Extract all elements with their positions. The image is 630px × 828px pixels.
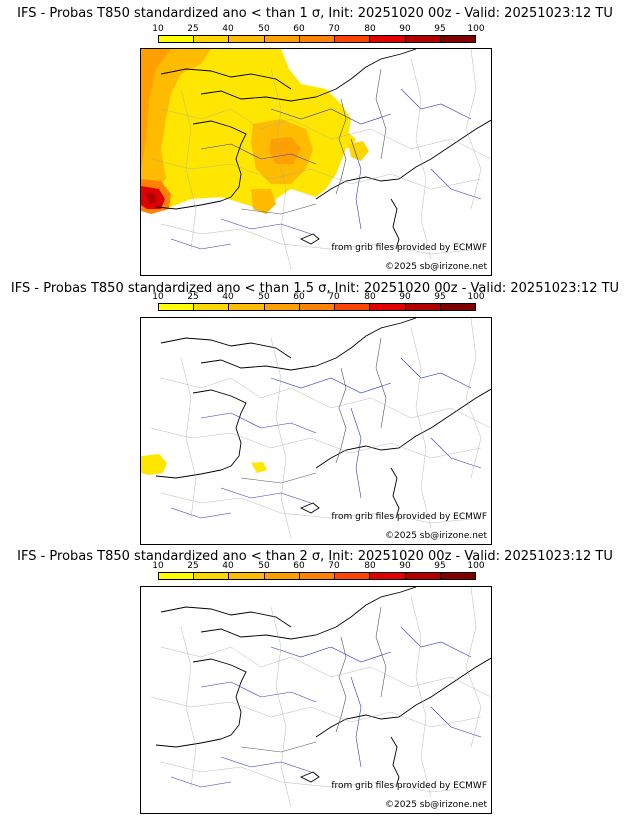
colorbar-swatch — [370, 304, 406, 310]
colorbar-swatch — [264, 304, 300, 310]
colorbar-swatch — [440, 36, 475, 42]
colorbar-swatch — [405, 304, 441, 310]
colorbar-swatch — [159, 573, 195, 579]
panel-3-copyright: ©2025 sb@irizone.net — [385, 800, 487, 810]
legend-tick: 60 — [293, 561, 305, 571]
colorbar-swatch — [405, 573, 441, 579]
panel-2-legend-labels: 10 25 40 50 60 70 80 90 95 100 — [152, 292, 484, 302]
country-borders — [240, 68, 387, 215]
legend-tick: 70 — [328, 561, 340, 571]
colorbar-swatch — [335, 573, 371, 579]
panel-2-map: from grib files provided by ECMWF ©2025 … — [140, 317, 492, 545]
country-borders — [240, 606, 387, 753]
rivers — [170, 626, 482, 788]
panel-1-map-svg — [141, 49, 491, 270]
legend-tick: 25 — [187, 561, 199, 571]
legend-tick: 100 — [467, 292, 485, 302]
legend-tick: 90 — [399, 292, 411, 302]
panel-3-map-svg — [150, 587, 491, 808]
colorbar-swatch — [229, 304, 265, 310]
panel-1-copyright: ©2025 sb@irizone.net — [385, 262, 487, 272]
panel-3-colorbar — [158, 572, 476, 580]
legend-tick: 70 — [328, 292, 340, 302]
colorbar-swatch — [159, 36, 195, 42]
colorbar-swatch — [159, 304, 195, 310]
legend-tick: 60 — [293, 292, 305, 302]
colorbar-swatch — [229, 36, 265, 42]
coastlines — [155, 587, 491, 788]
panel-2-copyright: ©2025 sb@irizone.net — [385, 531, 487, 541]
coastlines — [155, 49, 491, 250]
rivers — [170, 88, 482, 250]
panel-3-legend-labels: 10 25 40 50 60 70 80 90 95 100 — [152, 561, 484, 571]
admin-borders — [150, 49, 491, 270]
legend-tick: 70 — [328, 24, 340, 34]
colorbar-swatch — [335, 304, 371, 310]
colorbar-swatch — [264, 36, 300, 42]
probability-field — [141, 454, 267, 475]
colorbar-swatch — [440, 573, 475, 579]
legend-tick: 10 — [152, 561, 164, 571]
panel-2-title: IFS - Probas T850 standardized ano < tha… — [10, 281, 620, 296]
colorbar-swatch — [229, 573, 265, 579]
panel-1-title: IFS - Probas T850 standardized ano < tha… — [17, 6, 613, 21]
panel-2-colorbar — [158, 303, 476, 311]
legend-tick: 100 — [467, 561, 485, 571]
rivers — [170, 357, 482, 519]
panel-3-map: from grib files provided by ECMWF ©2025 … — [140, 586, 492, 814]
colorbar-swatch — [299, 304, 336, 310]
legend-tick: 25 — [187, 24, 199, 34]
legend-tick: 50 — [258, 24, 270, 34]
colorbar-swatch — [370, 573, 406, 579]
legend-tick: 80 — [364, 24, 376, 34]
colorbar-swatch — [405, 36, 441, 42]
legend-tick: 40 — [222, 292, 234, 302]
legend-tick: 10 — [152, 292, 164, 302]
panel-1-colorbar — [158, 35, 476, 43]
colorbar-swatch — [264, 573, 300, 579]
legend-tick: 40 — [222, 24, 234, 34]
panel-2-map-svg — [141, 318, 491, 539]
colorbar-swatch — [194, 36, 230, 42]
probability-field — [141, 49, 369, 214]
colorbar-swatch — [194, 573, 230, 579]
legend-tick: 50 — [258, 292, 270, 302]
legend-tick: 50 — [258, 561, 270, 571]
legend-tick: 95 — [434, 561, 446, 571]
panel-3-title: IFS - Probas T850 standardized ano < tha… — [17, 549, 613, 564]
panel-2-source-credit: from grib files provided by ECMWF — [331, 512, 487, 522]
legend-tick: 80 — [364, 561, 376, 571]
colorbar-swatch — [194, 304, 230, 310]
colorbar-swatch — [299, 573, 336, 579]
admin-borders — [150, 587, 491, 808]
legend-tick: 90 — [399, 561, 411, 571]
panel-3-source-credit: from grib files provided by ECMWF — [331, 781, 487, 791]
legend-tick: 40 — [222, 561, 234, 571]
panel-1-map: from grib files provided by ECMWF ©2025 … — [140, 48, 492, 276]
panel-1-legend-labels: 10 25 40 50 60 70 80 90 95 100 — [152, 24, 484, 34]
panel-1-source-credit: from grib files provided by ECMWF — [331, 243, 487, 253]
colorbar-swatch — [440, 304, 475, 310]
colorbar-swatch — [299, 36, 336, 42]
colorbar-swatch — [335, 36, 371, 42]
legend-tick: 10 — [152, 24, 164, 34]
admin-borders — [150, 318, 491, 539]
legend-tick: 100 — [467, 24, 485, 34]
country-borders — [240, 337, 387, 484]
colorbar-swatch — [370, 36, 406, 42]
legend-tick: 95 — [434, 24, 446, 34]
legend-tick: 95 — [434, 292, 446, 302]
legend-tick: 90 — [399, 24, 411, 34]
legend-tick: 60 — [293, 24, 305, 34]
legend-tick: 25 — [187, 292, 199, 302]
legend-tick: 80 — [364, 292, 376, 302]
coastlines — [155, 318, 491, 519]
